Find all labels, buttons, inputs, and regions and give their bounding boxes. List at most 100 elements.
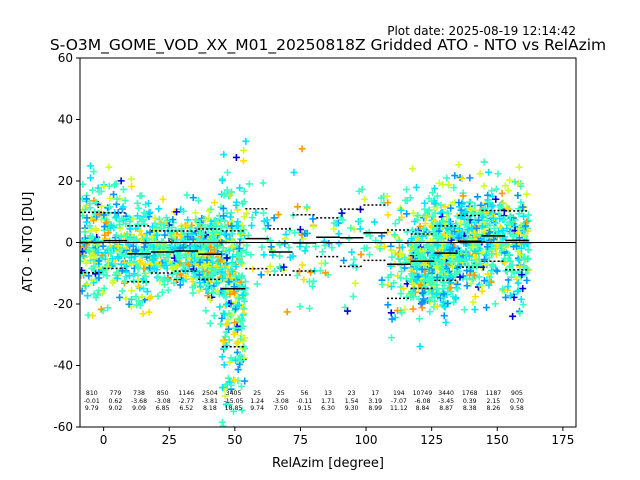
data-point xyxy=(228,311,236,319)
data-point xyxy=(210,229,218,237)
data-point xyxy=(213,279,221,287)
data-point xyxy=(413,277,421,285)
data-point xyxy=(421,199,429,207)
bin-std-label: 11.12 xyxy=(390,405,408,412)
data-point xyxy=(417,237,425,245)
data-point xyxy=(301,247,309,255)
data-point xyxy=(237,357,245,365)
data-point xyxy=(150,256,158,264)
data-point xyxy=(318,248,326,256)
data-point xyxy=(401,306,409,314)
data-point xyxy=(492,231,500,239)
data-point xyxy=(134,282,142,290)
data-point xyxy=(397,274,405,282)
data-point xyxy=(89,312,97,320)
data-point xyxy=(226,358,234,366)
data-point xyxy=(189,194,197,202)
data-point xyxy=(141,260,149,268)
data-point xyxy=(202,307,210,315)
data-point xyxy=(341,303,349,311)
data-point xyxy=(432,200,440,208)
data-point xyxy=(383,192,391,200)
data-point xyxy=(488,250,496,258)
data-point xyxy=(157,247,165,255)
data-point xyxy=(302,243,310,251)
data-point xyxy=(490,236,498,244)
data-point xyxy=(502,267,510,275)
data-point xyxy=(142,239,150,247)
data-point xyxy=(443,233,451,241)
data-point xyxy=(95,286,103,294)
data-point xyxy=(239,157,247,165)
data-point xyxy=(456,273,464,281)
data-point xyxy=(217,256,225,264)
data-point xyxy=(391,232,399,240)
data-point xyxy=(519,285,527,293)
data-point xyxy=(437,210,445,218)
data-point xyxy=(85,272,93,280)
data-point xyxy=(502,293,510,301)
data-point xyxy=(162,218,170,226)
data-point xyxy=(433,262,441,270)
x-tick-label: 75 xyxy=(293,433,308,447)
data-point xyxy=(296,303,304,311)
data-point xyxy=(471,293,479,301)
data-point xyxy=(438,240,446,248)
y-tick-label: 20 xyxy=(58,174,73,188)
data-point xyxy=(466,205,474,213)
data-point xyxy=(506,230,514,238)
data-point xyxy=(160,242,168,250)
data-point xyxy=(384,199,392,207)
data-point xyxy=(506,176,514,184)
data-point xyxy=(172,262,180,270)
bin-std-label: 18.85 xyxy=(225,405,243,412)
data-point xyxy=(504,283,512,291)
x-tick-label: 150 xyxy=(486,433,509,447)
x-tick-label: 125 xyxy=(420,433,443,447)
data-point xyxy=(196,279,204,287)
data-point xyxy=(241,377,249,385)
data-point xyxy=(107,222,115,230)
data-point xyxy=(408,165,416,173)
data-point xyxy=(397,290,405,298)
data-point xyxy=(447,204,455,212)
data-point xyxy=(465,262,473,270)
data-point xyxy=(80,252,87,260)
data-point xyxy=(289,252,297,260)
x-tick-label: 175 xyxy=(551,433,574,447)
data-point xyxy=(145,308,153,316)
data-point xyxy=(88,276,96,284)
data-point xyxy=(443,213,451,221)
bin-mean-label: 0.39 xyxy=(463,398,477,405)
data-point xyxy=(97,202,105,210)
data-point xyxy=(110,190,118,198)
data-point xyxy=(92,238,100,246)
x-tick-label: 50 xyxy=(227,433,242,447)
data-point xyxy=(439,266,447,274)
data-point xyxy=(348,248,356,256)
data-point xyxy=(485,168,493,176)
data-point xyxy=(396,250,404,258)
y-tick-label: -60 xyxy=(53,420,73,434)
data-point xyxy=(381,243,389,251)
data-point xyxy=(264,268,272,276)
data-point xyxy=(228,188,236,196)
data-point xyxy=(384,273,392,281)
data-point xyxy=(242,248,250,256)
bin-std-label: 9.79 xyxy=(85,405,99,412)
data-point xyxy=(414,250,422,258)
data-point xyxy=(237,229,245,237)
data-point xyxy=(132,293,140,301)
data-point xyxy=(370,218,378,226)
data-point xyxy=(394,307,402,315)
data-point xyxy=(444,300,452,308)
data-point xyxy=(521,255,529,263)
data-point xyxy=(239,291,247,299)
data-point xyxy=(490,224,498,232)
data-point xyxy=(169,216,177,224)
data-point xyxy=(207,249,215,257)
data-point xyxy=(515,256,523,264)
data-point xyxy=(499,199,507,207)
data-point xyxy=(434,228,442,236)
data-point xyxy=(234,206,242,214)
